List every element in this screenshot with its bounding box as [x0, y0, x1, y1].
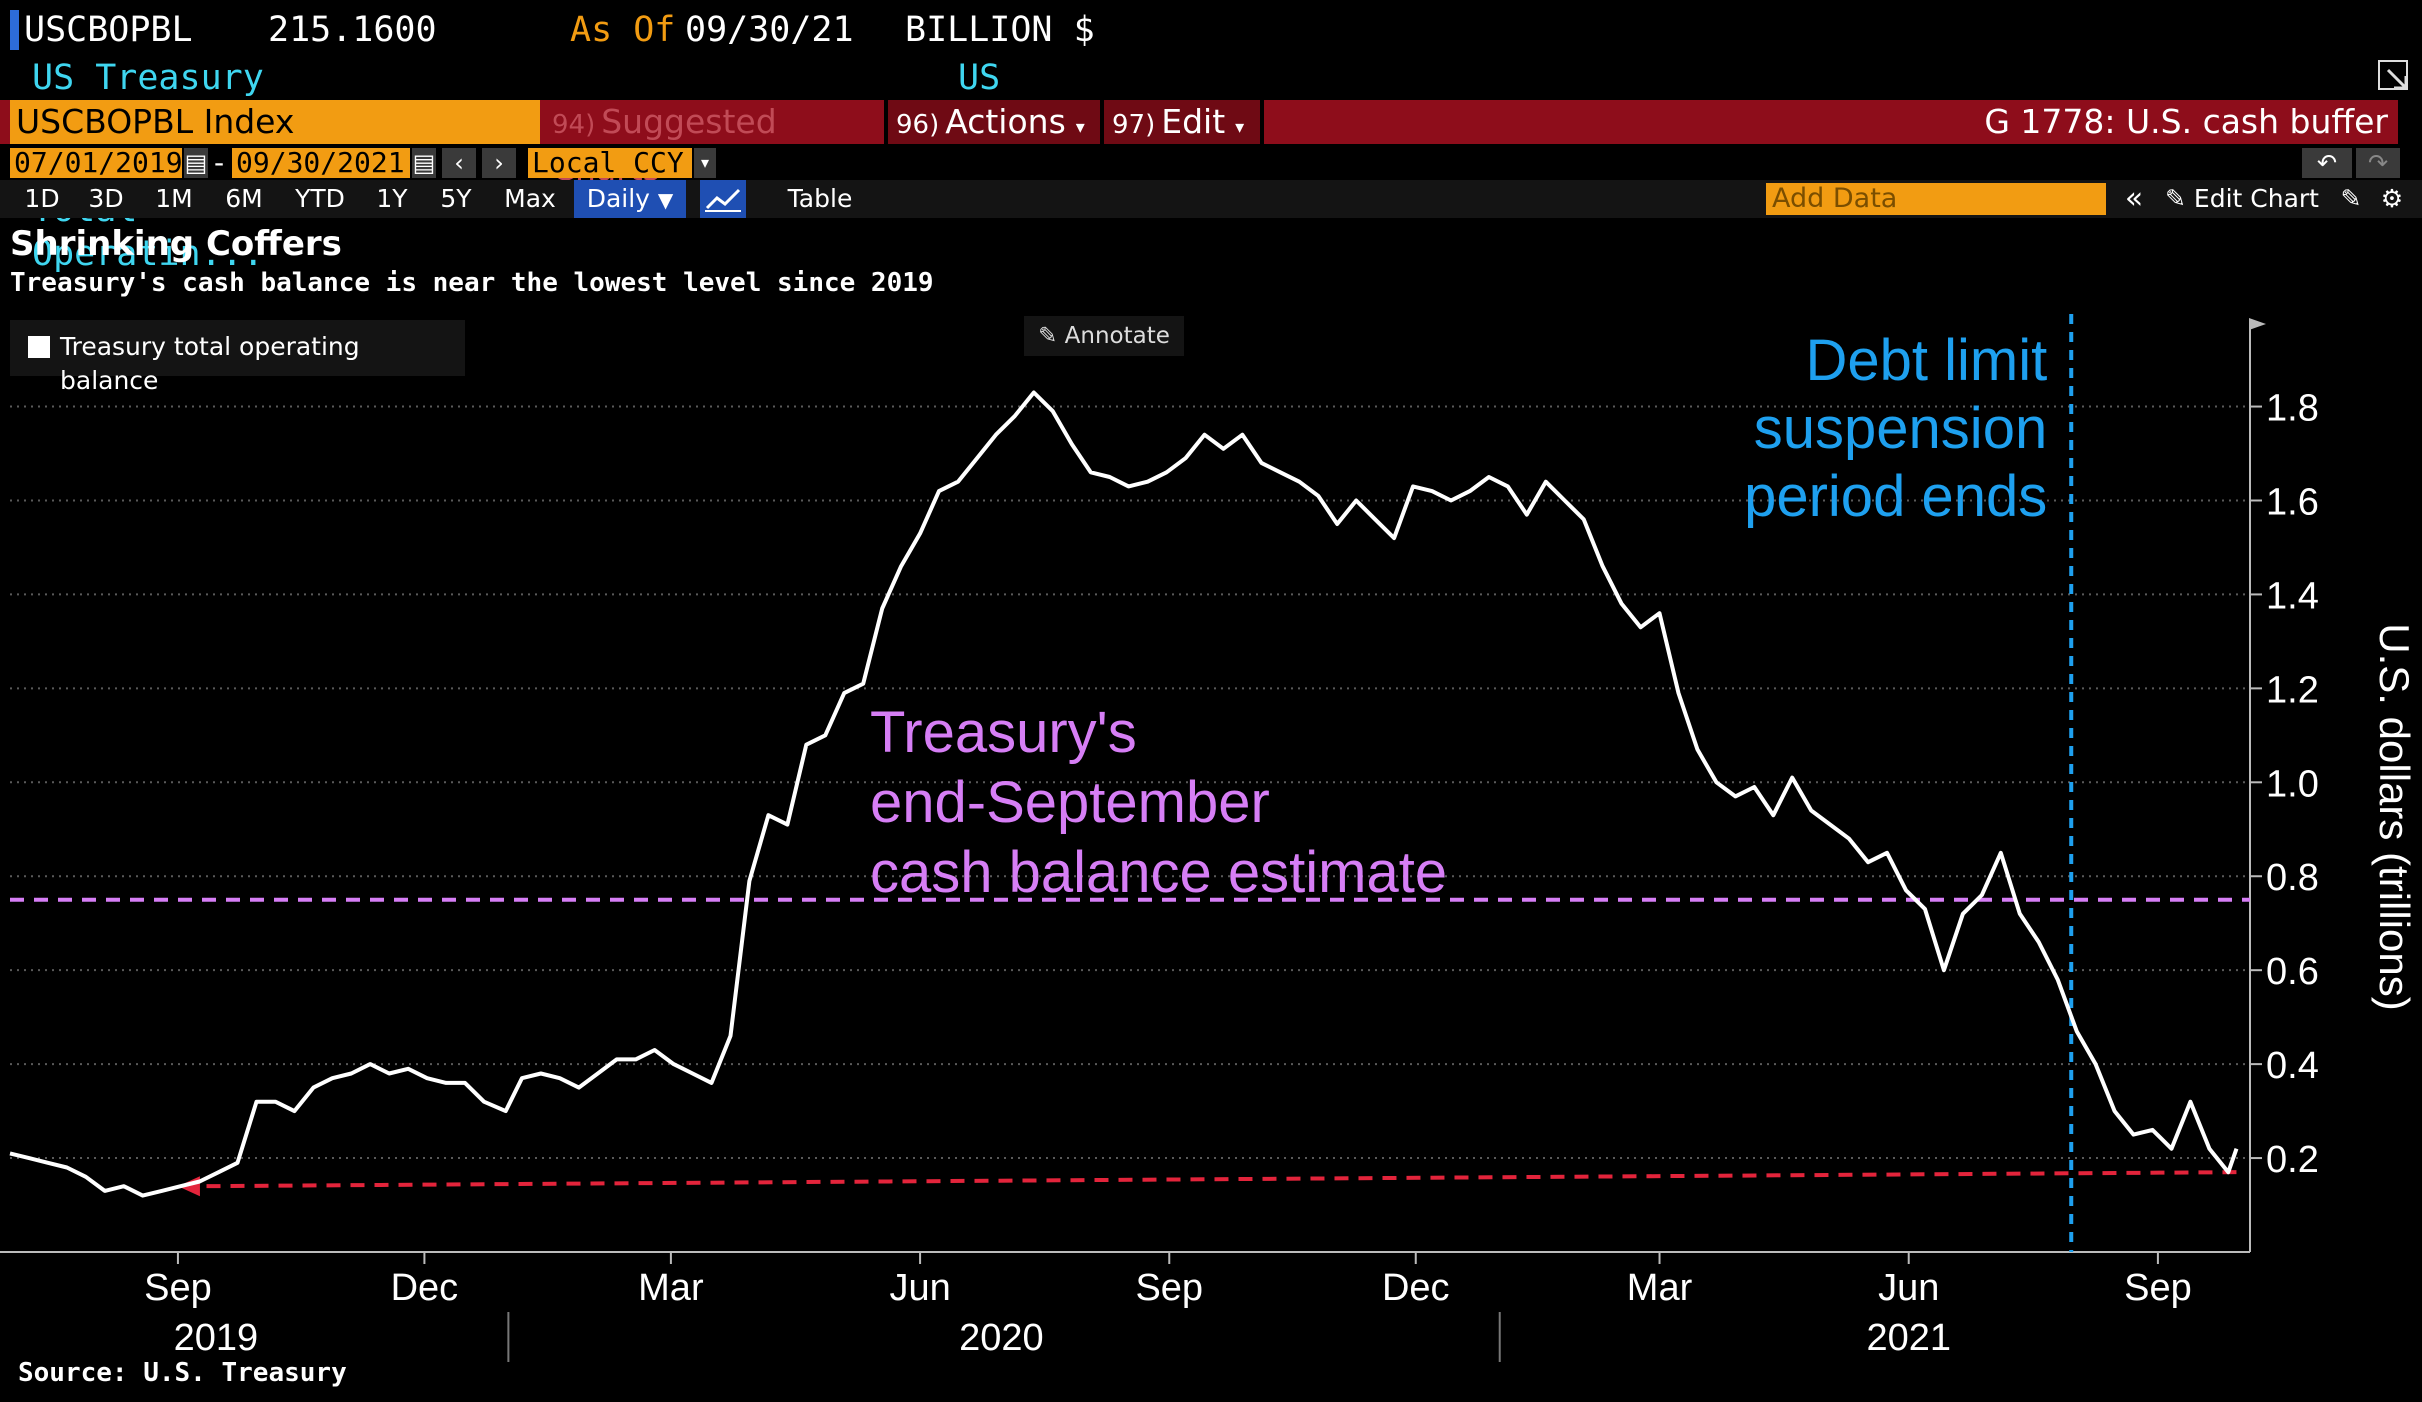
line-chart-icon[interactable]	[700, 180, 746, 218]
prev-period-icon[interactable]: ‹	[442, 148, 476, 178]
period-6m[interactable]: 6M	[225, 184, 263, 213]
date-dash: -	[214, 146, 225, 179]
x-tick-label: Mar	[638, 1267, 704, 1309]
popout-icon[interactable]	[2376, 58, 2412, 94]
x-tick-label: Sep	[1135, 1267, 1203, 1309]
calendar-icon[interactable]: ▤	[412, 148, 436, 178]
debt-limit-label: period ends	[1744, 464, 2047, 529]
edit-label: Edit	[1161, 102, 1226, 141]
y-tick-label: 0.6	[2266, 951, 2319, 993]
chevron-down-icon: ▾	[1235, 117, 1245, 138]
edit-chart-button[interactable]: ✎ Edit Chart	[2160, 180, 2324, 218]
redo-icon[interactable]: ↷	[2356, 148, 2400, 178]
pencil-icon: ✎	[1038, 323, 1058, 349]
frequency-label: Daily	[586, 184, 650, 213]
currency-select[interactable]: Local CCY	[528, 148, 692, 178]
y-tick-label: 1.0	[2266, 763, 2319, 805]
series-line	[9, 390, 2239, 1198]
table-button[interactable]: Table	[787, 184, 853, 213]
start-date-input[interactable]: 07/01/2019	[10, 148, 183, 178]
y-tick-label: 0.4	[2266, 1045, 2319, 1087]
y-tick-label: 1.8	[2266, 388, 2319, 430]
period-1y[interactable]: 1Y	[376, 184, 408, 213]
estimate-label: end-September	[870, 770, 1270, 835]
period-1m[interactable]: 1M	[155, 184, 193, 213]
x-tick-label: Dec	[1382, 1267, 1450, 1309]
chevron-down-icon[interactable]: ▾	[694, 148, 716, 178]
next-period-icon[interactable]: ›	[482, 148, 516, 178]
actions-label: Actions	[945, 102, 1066, 141]
debt-limit-label: suspension	[1754, 396, 2047, 461]
x-tick-label: Jun	[889, 1267, 950, 1309]
y-axis-label: U.S. dollars (trillions)	[2371, 623, 2418, 1010]
divider	[884, 100, 888, 144]
chart-id[interactable]: G 1778: U.S. cash buffer	[1984, 102, 2388, 141]
x-tick-label: Mar	[1627, 1267, 1693, 1309]
y-axis-arrow	[2249, 318, 2266, 330]
chevron-down-icon: ▼	[657, 188, 674, 212]
actions-menu[interactable]: 96) Actions ▾	[888, 100, 1100, 144]
annotate-button[interactable]: ✎ Annotate	[1024, 316, 1184, 356]
x-tick-label: Jun	[1878, 1267, 1939, 1309]
period-1d[interactable]: 1D	[24, 184, 60, 213]
collapse-icon[interactable]: «	[2124, 181, 2144, 216]
period-3d[interactable]: 3D	[88, 184, 124, 213]
edit-num: 97)	[1112, 110, 1156, 140]
legend-label: Treasury total operating balance	[60, 332, 360, 395]
chart-subtitle: Treasury's cash balance is near the lowe…	[10, 268, 934, 298]
y-tick-label: 0.8	[2266, 857, 2319, 899]
period-ytd[interactable]: YTD	[295, 184, 345, 213]
debt-limit-label: Debt limit	[1806, 328, 2048, 393]
edit-menu[interactable]: 97) Edit ▾	[1104, 100, 1260, 144]
security-header: USCBOPBL 215.1600 As Of 09/30/21 BILLION…	[0, 0, 2422, 60]
end-date-input[interactable]: 09/30/2021	[232, 148, 410, 178]
year-label: 2020	[959, 1317, 1044, 1359]
ticker-symbol[interactable]: USCBOPBL	[24, 10, 193, 50]
ticker-input[interactable]: USCBOPBL Index	[10, 100, 540, 144]
security-marker	[10, 10, 19, 50]
x-tick-label: Sep	[144, 1267, 212, 1309]
legend-swatch	[28, 336, 50, 358]
annotate-label: Annotate	[1064, 323, 1170, 349]
gear-icon[interactable]: ⚙	[2380, 184, 2404, 213]
x-tick-label: Dec	[391, 1267, 459, 1309]
pencil-icon: ✎	[2165, 184, 2186, 213]
undo-icon[interactable]: ↶	[2302, 148, 2352, 178]
period-max[interactable]: Max	[504, 184, 556, 213]
units-label: BILLION $	[905, 10, 1095, 50]
edit-chart-label: Edit Chart	[2193, 184, 2319, 213]
actions-num: 96)	[896, 110, 940, 140]
chevron-down-icon: ▾	[1075, 117, 1085, 138]
suggested-num: 94)	[552, 110, 596, 140]
compose-icon[interactable]: ✎	[2340, 184, 2362, 213]
frequency-select[interactable]: Daily ▼	[574, 180, 686, 218]
last-value: 215.1600	[268, 10, 437, 50]
add-data-input[interactable]: Add Data	[1766, 183, 2106, 215]
year-label: 2019	[174, 1317, 259, 1359]
calendar-icon[interactable]: ▤	[184, 148, 208, 178]
estimate-label: cash balance estimate	[870, 840, 1447, 905]
y-tick-label: 1.4	[2266, 575, 2319, 617]
estimate-label: Treasury's	[870, 700, 1137, 765]
chart-title: Shrinking Coffers	[10, 224, 342, 264]
year-label: 2021	[1866, 1317, 1951, 1359]
arrow-line	[195, 1170, 2237, 1189]
period-5y[interactable]: 5Y	[440, 184, 472, 213]
divider	[1100, 100, 1104, 144]
x-tick-label: Sep	[2124, 1267, 2192, 1309]
y-tick-label: 1.2	[2266, 669, 2319, 711]
y-tick-label: 0.2	[2266, 1139, 2319, 1181]
as-of-label: As Of	[570, 10, 676, 50]
source-note: Source: U.S. Treasury	[18, 1358, 347, 1388]
legend[interactable]: Treasury total operating balance	[10, 320, 465, 395]
divider	[1260, 100, 1264, 144]
as-of-date: 09/30/21	[685, 10, 854, 50]
y-tick-label: 1.6	[2266, 481, 2319, 523]
